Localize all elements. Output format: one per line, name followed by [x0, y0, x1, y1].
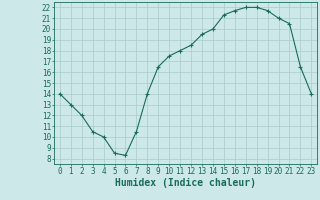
X-axis label: Humidex (Indice chaleur): Humidex (Indice chaleur) — [115, 178, 256, 188]
